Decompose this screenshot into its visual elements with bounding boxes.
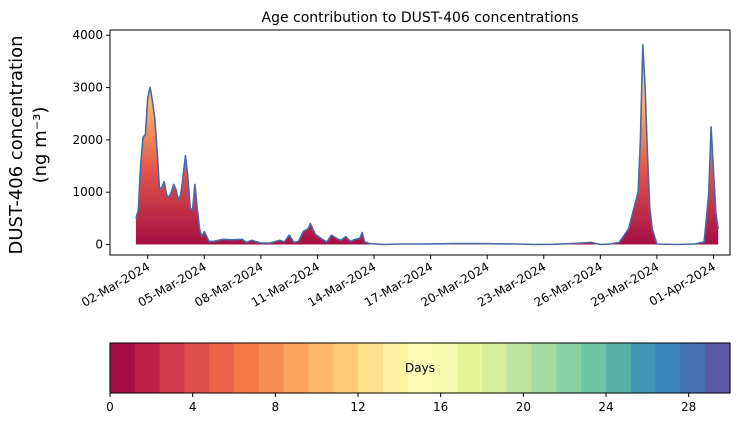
colorbar-cell <box>358 343 384 393</box>
colorbar-cell <box>482 343 508 393</box>
colorbar-cell <box>531 343 557 393</box>
colorbar: Days 0 4 8 12 16 20 24 28 <box>106 342 731 414</box>
colorbar-cell <box>581 343 607 393</box>
y-tick-label: 2000 <box>72 133 103 147</box>
colorbar-cell <box>606 343 632 393</box>
colorbar-cell <box>283 343 309 393</box>
colorbar-cell <box>407 343 433 393</box>
colorbar-label: Days <box>405 361 435 375</box>
colorbar-tick-label: 20 <box>516 400 531 414</box>
colorbar-cell <box>556 343 582 393</box>
colorbar-cell <box>258 343 285 393</box>
plot-area <box>109 29 731 256</box>
colorbar-cell <box>705 343 731 393</box>
colorbar-cell <box>655 343 681 393</box>
colorbar-tick-label: 16 <box>433 400 448 414</box>
colorbar-cell <box>159 343 185 393</box>
colorbar-cell <box>630 343 657 393</box>
colorbar-cell <box>184 343 210 393</box>
y-tick-label: 3000 <box>72 81 103 95</box>
colorbar-tick-label: 12 <box>350 400 365 414</box>
age-contribution-area <box>135 44 719 245</box>
colorbar-tick-label: 28 <box>681 400 696 414</box>
colorbar-cell <box>333 343 359 393</box>
colorbar-cell <box>134 343 161 393</box>
colorbar-cell <box>308 343 334 393</box>
total-concentration-line-layer <box>135 43 719 246</box>
colorbar-cell <box>209 343 235 393</box>
y-axis-label: DUST-406 concentration (ng m⁻³) <box>6 35 51 254</box>
colorbar-tick-label: 8 <box>272 400 280 414</box>
colorbar-cells <box>110 343 731 393</box>
chart-title: Age contribution to DUST-406 concentrati… <box>262 10 579 26</box>
colorbar-cell <box>506 343 533 393</box>
colorbar-cell <box>234 343 260 393</box>
y-axis-label-line2: (ng m⁻³) <box>30 107 51 184</box>
y-tick-label: 4000 <box>72 28 103 42</box>
y-axis-label-line1: DUST-406 concentration <box>6 35 27 254</box>
y-tick-label: 0 <box>95 238 103 252</box>
colorbar-tick-label: 24 <box>598 400 613 414</box>
colorbar-tick-label: 4 <box>189 400 197 414</box>
y-axis-ticks: 0 1000 2000 3000 4000 <box>72 28 110 252</box>
colorbar-cell <box>432 343 458 393</box>
colorbar-cell <box>110 343 136 393</box>
colorbar-tick-label: 0 <box>106 400 114 414</box>
colorbar-cell <box>382 343 409 393</box>
colorbar-ticks: 0 4 8 12 16 20 24 28 <box>106 393 696 414</box>
x-axis-ticks: 02-Mar-202405-Mar-202408-Mar-202411-Mar-… <box>79 255 718 310</box>
colorbar-cell <box>680 343 706 393</box>
total-concentration-line-0 <box>135 43 719 246</box>
plot-frame <box>109 29 731 256</box>
colorbar-frame <box>109 342 731 394</box>
y-tick-label: 1000 <box>72 185 103 199</box>
age-area-0 <box>135 44 719 245</box>
colorbar-cell <box>457 343 483 393</box>
